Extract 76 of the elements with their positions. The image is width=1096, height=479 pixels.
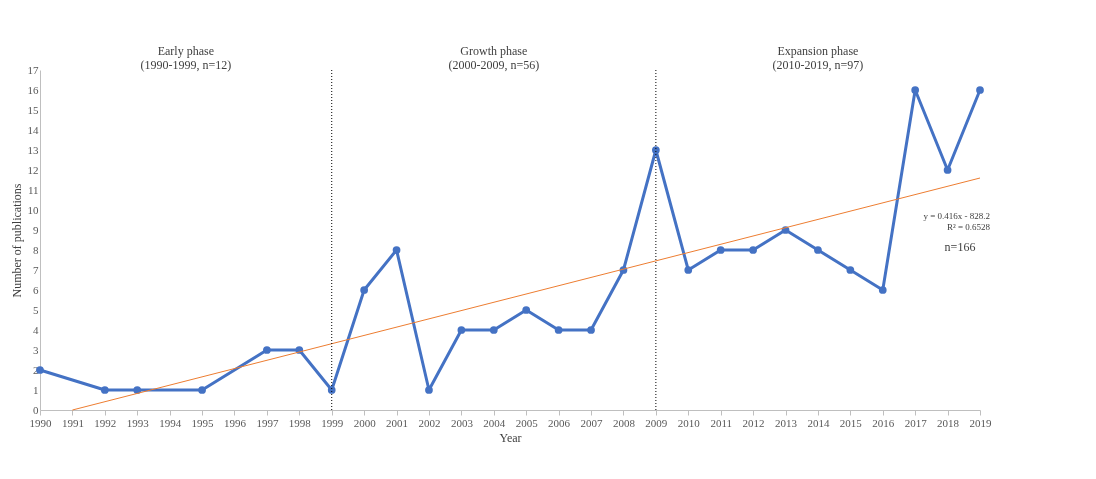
y-axis-title: Number of publications bbox=[9, 183, 24, 298]
point bbox=[684, 266, 693, 274]
y-tick-label: 13 bbox=[27, 143, 39, 156]
y-tick-label: 14 bbox=[27, 123, 39, 136]
point bbox=[943, 166, 952, 174]
point bbox=[425, 386, 433, 394]
x-tick-label: 2003 bbox=[450, 416, 474, 429]
x-tick-label: 2010 bbox=[677, 416, 701, 429]
y-tick-label: 0 bbox=[33, 403, 39, 416]
annotation: y = 0.416x - 828.2 R² = 0.6528 bbox=[923, 211, 991, 232]
point bbox=[716, 246, 725, 254]
x-tick-label: 1995 bbox=[191, 416, 215, 429]
point bbox=[651, 146, 660, 154]
x-tick-label: 1996 bbox=[223, 416, 247, 429]
point bbox=[360, 286, 369, 294]
y-tick-label: 6 bbox=[33, 283, 39, 296]
y-tick-label: 7 bbox=[33, 263, 39, 276]
x-tick-label: 1992 bbox=[94, 416, 117, 429]
x-tick-label: 1993 bbox=[126, 416, 150, 429]
point bbox=[911, 86, 920, 94]
point bbox=[554, 326, 563, 334]
y-tick-label: 10 bbox=[27, 203, 39, 216]
point bbox=[846, 266, 855, 274]
x-tick-label: 2012 bbox=[742, 416, 765, 429]
x-tick-label: 2002 bbox=[418, 416, 441, 429]
x-tick-label: 2004 bbox=[483, 416, 506, 429]
x-tick-label: 2019 bbox=[969, 416, 992, 429]
point bbox=[457, 326, 466, 334]
y-tick-label: 11 bbox=[27, 183, 39, 196]
x-axis-title: Year bbox=[499, 430, 522, 445]
y-tick-label: 3 bbox=[33, 343, 39, 356]
point bbox=[976, 86, 984, 94]
x-tick-label: 2011 bbox=[710, 416, 732, 429]
annotation: Early phase (1990-1999, n=12) bbox=[140, 44, 232, 72]
x-tick-label: 1998 bbox=[288, 416, 312, 429]
annotation: n=166 bbox=[944, 240, 976, 254]
y-tick-label: 12 bbox=[27, 163, 39, 176]
x-tick-label: 2013 bbox=[775, 416, 798, 429]
y-tick-label: 4 bbox=[33, 323, 39, 336]
x-tick-label: 2005 bbox=[515, 416, 539, 429]
y-tick-label: 9 bbox=[33, 223, 39, 236]
x-tick-label: 2016 bbox=[872, 416, 895, 429]
point bbox=[522, 306, 531, 314]
y-tick-label: 5 bbox=[33, 303, 39, 316]
point bbox=[198, 386, 206, 394]
x-tick-label: 2015 bbox=[839, 416, 863, 429]
x-tick-label: 1994 bbox=[159, 416, 182, 429]
x-tick-label: 1997 bbox=[256, 416, 279, 429]
annotation: Growth phase (2000-2009, n=56) bbox=[448, 44, 540, 72]
x-tick-label: 2014 bbox=[807, 416, 830, 429]
point bbox=[392, 246, 401, 254]
point bbox=[327, 386, 336, 394]
point bbox=[100, 386, 109, 394]
x-tick-label: 1991 bbox=[61, 416, 84, 429]
y-tick-label: 16 bbox=[27, 83, 39, 96]
x-tick-label: 2009 bbox=[645, 416, 668, 429]
y-tick-label: 8 bbox=[33, 243, 39, 256]
y-tick-label: 1 bbox=[33, 383, 39, 396]
point bbox=[489, 326, 498, 334]
point bbox=[587, 326, 595, 334]
point bbox=[814, 246, 822, 254]
x-tick-label: 2017 bbox=[904, 416, 928, 429]
y-tick-label: 17 bbox=[27, 63, 39, 76]
point bbox=[878, 286, 887, 294]
x-tick-label: 1990 bbox=[29, 416, 52, 429]
point bbox=[263, 346, 271, 354]
annotation: Expansion phase (2010-2019, n=97) bbox=[772, 44, 864, 72]
x-tick-label: 2018 bbox=[937, 416, 960, 429]
x-tick-label: 2007 bbox=[580, 416, 604, 429]
point bbox=[749, 246, 757, 254]
x-tick-label: 2000 bbox=[353, 416, 377, 429]
x-tick-label: 2001 bbox=[386, 416, 409, 429]
x-tick-label: 2008 bbox=[612, 416, 636, 429]
y-tick-label: 15 bbox=[27, 103, 39, 116]
x-tick-label: 2006 bbox=[548, 416, 571, 429]
x-tick-label: 1999 bbox=[321, 416, 344, 429]
